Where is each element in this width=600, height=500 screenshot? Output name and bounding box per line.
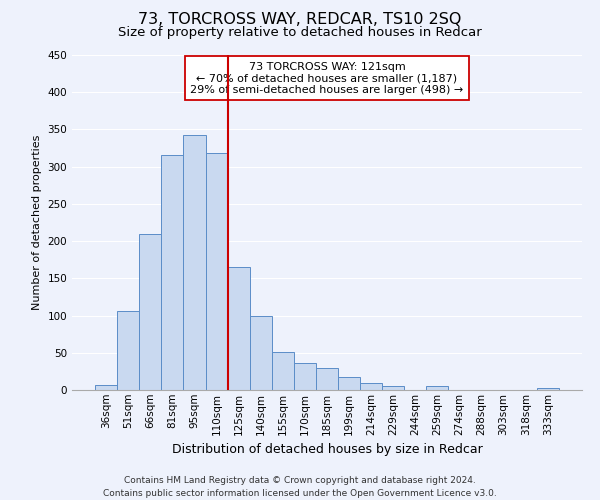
Bar (360, 384, 382, 390)
Bar (206, 152, 227, 390)
X-axis label: Distribution of detached houses by size in Redcar: Distribution of detached houses by size … (172, 443, 482, 456)
Bar (537, 388, 559, 390)
Text: 73 TORCROSS WAY: 121sqm
← 70% of detached houses are smaller (1,187)
29% of semi: 73 TORCROSS WAY: 121sqm ← 70% of detache… (190, 62, 464, 95)
Text: Size of property relative to detached houses in Redcar: Size of property relative to detached ho… (118, 26, 482, 39)
Bar (95, 385, 117, 390)
Text: Contains HM Land Registry data © Crown copyright and database right 2024.
Contai: Contains HM Land Registry data © Crown c… (103, 476, 497, 498)
Bar (117, 311, 139, 390)
Bar (250, 316, 272, 390)
Bar (139, 234, 161, 390)
Text: 73, TORCROSS WAY, REDCAR, TS10 2SQ: 73, TORCROSS WAY, REDCAR, TS10 2SQ (139, 12, 461, 28)
Bar (316, 368, 338, 390)
Bar (272, 352, 294, 390)
Bar (427, 386, 448, 390)
Bar (227, 267, 250, 390)
Bar (294, 363, 316, 390)
Bar (184, 134, 206, 390)
Bar (382, 386, 404, 390)
Bar (338, 376, 360, 390)
Y-axis label: Number of detached properties: Number of detached properties (32, 135, 42, 310)
Bar (161, 155, 184, 390)
